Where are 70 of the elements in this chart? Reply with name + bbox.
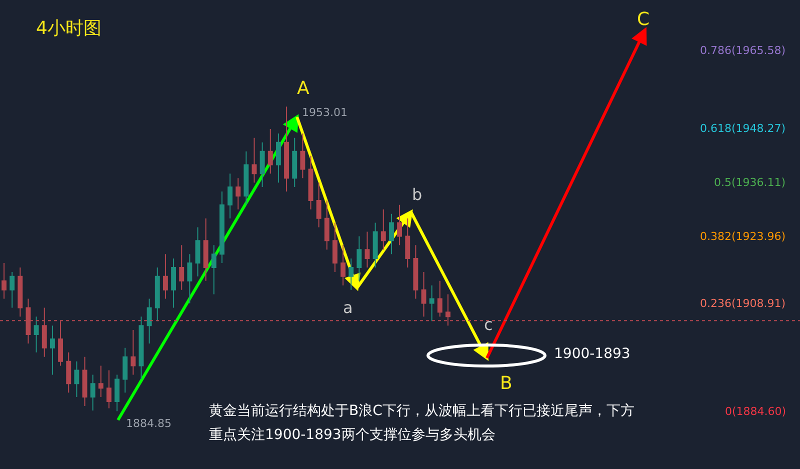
candlestick [413,244,418,300]
text: C [637,9,650,30]
text: 0.382(1923.96) [700,230,786,243]
candlestick [380,208,386,250]
candlestick [356,236,362,282]
chart-title: 4小时图 [36,18,102,39]
candlestick [114,374,120,412]
candlestick [276,132,281,184]
candlestick [219,191,224,264]
text: A [297,78,310,99]
candlestick [284,106,290,192]
candlestick [372,222,378,268]
candlestick [332,222,338,272]
text: 0.618(1948.27) [700,122,786,135]
text: 0.236(1908.91) [700,297,786,310]
candlestick [308,155,314,210]
text: 0(1884.60) [725,405,786,418]
text: 0.5(1936.11) [714,176,786,189]
text: 1884.85 [126,417,172,430]
candlestick [179,244,184,290]
annotation: a [343,298,353,317]
annotation: b [412,185,422,204]
candlestick [388,213,394,255]
candlestick [211,244,216,295]
candlestick [268,128,273,174]
candlestick [195,226,200,277]
candlestick [90,374,96,411]
candlestick [2,262,7,300]
text: 重点关注1900-1893两个支撑位参与多头机会 [209,427,496,443]
candlestick [340,244,346,286]
candlestick [74,360,80,398]
candlestick [348,258,354,290]
annotation: 黄金当前运行结构处于B浪C下行，从波幅上看下行已接近尾声，下方 [209,403,634,419]
candlestick [106,370,112,409]
candlestick [316,182,322,228]
text: 0.786(1965.58) [700,44,786,57]
candlestick [292,137,298,188]
candlestick [162,254,168,300]
candlestick [252,137,257,184]
text: c [484,315,493,334]
candlestick [397,204,402,246]
candlestick [18,266,23,318]
candlestick [244,150,249,206]
candlestick [171,258,176,308]
candlestick [187,254,192,304]
candlestick [364,231,370,268]
candlestick [260,142,265,188]
candlestick [130,330,136,376]
candlestick [34,316,39,353]
candlestick [203,218,208,282]
candlestick [10,271,15,308]
candlestick [437,280,442,318]
candlestick [66,352,72,394]
text: 1900-1893 [554,346,630,362]
candlestick [146,298,152,344]
candlestick [228,173,233,219]
text: B [500,373,512,394]
candlestick [405,218,410,268]
candlestick [98,365,104,398]
candlestick [154,266,160,322]
candlestick [236,178,241,210]
candlestick [138,316,144,380]
annotation: 1953.01 [302,106,348,119]
candlestick [82,356,88,406]
candlestick [50,325,55,376]
candlestick [429,284,434,322]
candlestick [300,132,306,179]
candlestick [421,271,426,318]
candlestick [324,200,330,250]
candlestick [122,347,128,394]
